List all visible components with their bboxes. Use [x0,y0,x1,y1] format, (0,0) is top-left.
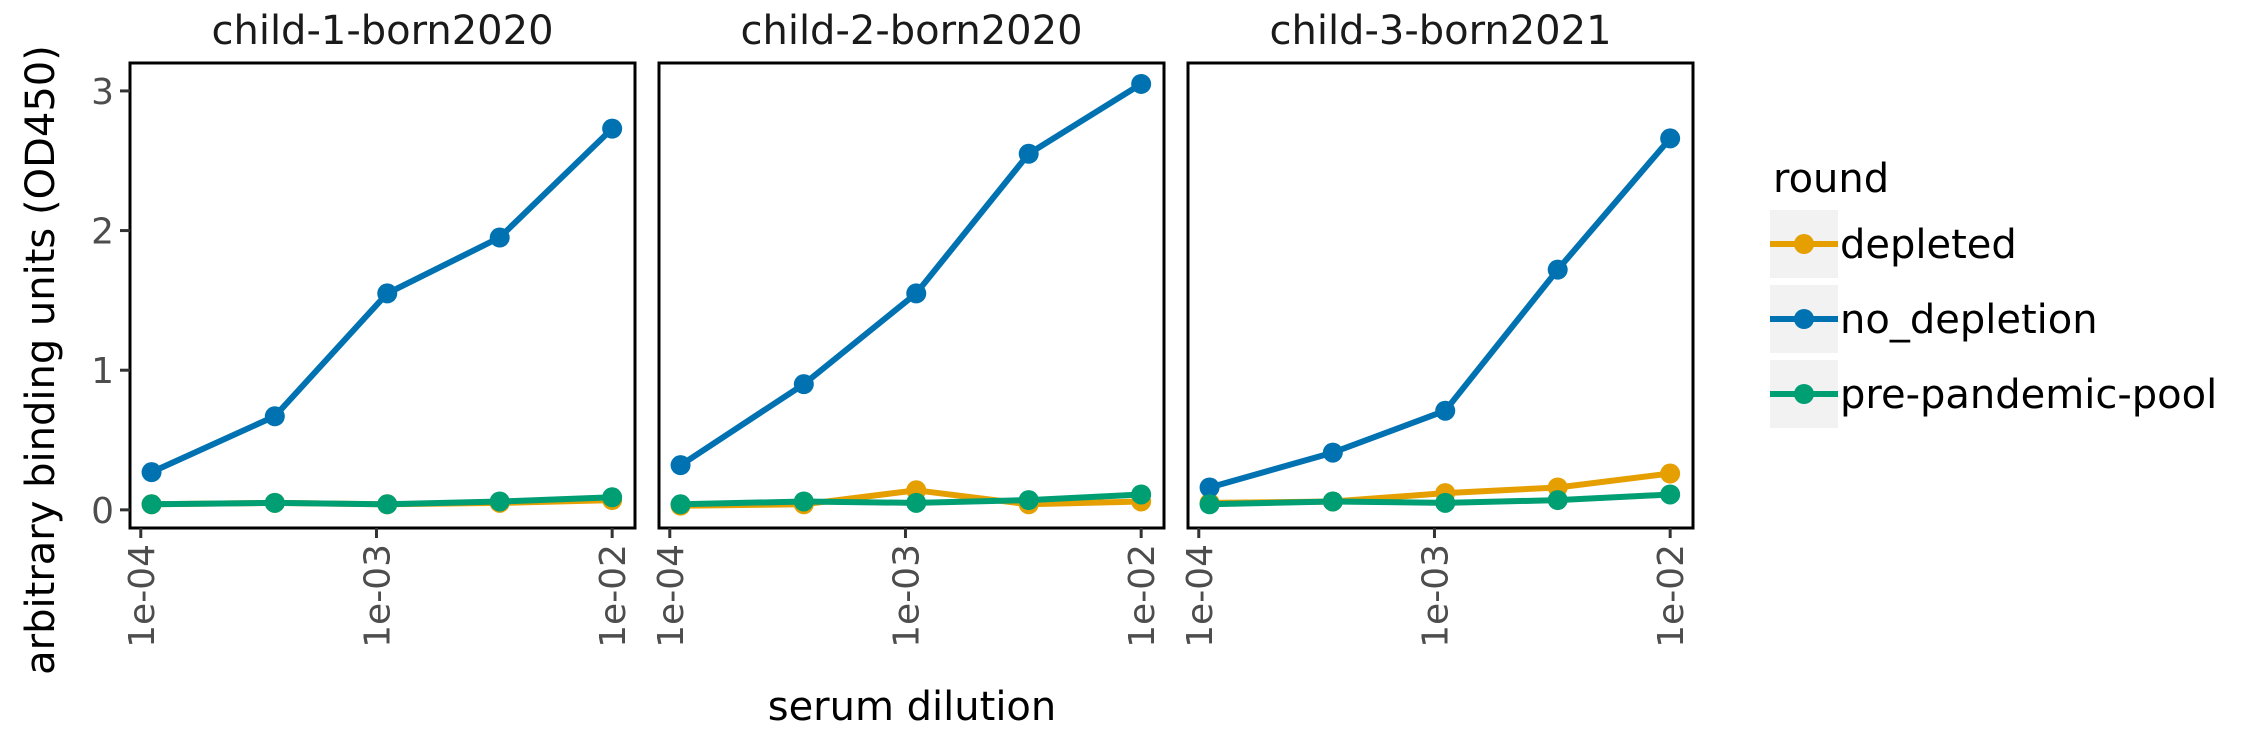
x-tick-label: 1e-03 [1415,544,1456,648]
x-tick-label: 1e-04 [122,544,163,648]
data-point-no_depletion [670,455,691,476]
data-point-no_depletion [264,406,285,427]
y-tick-label: 0 [91,491,114,532]
data-point-pre-pandemic-pool [602,487,623,508]
legend-key-point [1794,309,1814,329]
x-tick-label: 1e-02 [593,544,634,648]
data-point-pre-pandemic-pool [377,494,398,515]
data-point-no_depletion [141,462,162,483]
data-point-no_depletion [1322,442,1343,463]
data-point-no_depletion [1018,143,1039,164]
y-tick-label: 3 [91,72,114,113]
x-tick-label: 1e-02 [1122,544,1163,648]
data-point-no_depletion [489,227,510,248]
x-tick-label: 1e-04 [1180,544,1221,648]
data-point-no_depletion [1199,477,1220,498]
panel-2: child-2-born2020 1e-04 1e-03 1e-02 [651,8,1166,648]
data-point-no_depletion [906,283,927,304]
data-point-pre-pandemic-pool [1547,490,1568,511]
data-point-pre-pandemic-pool [1660,484,1681,505]
data-point-no_depletion [1131,73,1152,94]
data-point-pre-pandemic-pool [1435,492,1456,513]
legend-entry-label: no_depletion [1840,297,2098,343]
data-point-depleted [1660,463,1681,484]
data-point-pre-pandemic-pool [906,492,927,513]
data-point-pre-pandemic-pool [1018,490,1039,511]
data-point-pre-pandemic-pool [670,494,691,515]
data-point-pre-pandemic-pool [489,491,510,512]
x-tick-label: 1e-04 [651,544,692,648]
facet-title: child-3-born2021 [1269,8,1611,54]
legend-key-point [1794,234,1814,254]
data-point-no_depletion [1660,128,1681,149]
legend-title: round [1773,156,1889,202]
x-axis-label: serum dilution [768,684,1057,730]
data-point-no_depletion [1547,259,1568,280]
x-tick-label: 1e-03 [886,544,927,648]
data-point-pre-pandemic-pool [1322,491,1343,512]
y-axis-label: arbitrary binding units (OD450) [18,45,64,675]
data-point-pre-pandemic-pool [1199,494,1220,515]
facet-title: child-1-born2020 [211,8,553,54]
x-tick-label: 1e-02 [1651,544,1692,648]
facet-title: child-2-born2020 [740,8,1082,54]
data-point-no_depletion [1435,400,1456,421]
legend-key-point [1794,384,1814,404]
data-point-pre-pandemic-pool [1131,484,1152,505]
legend-entry-label: depleted [1840,222,2017,268]
legend: round depleted no_depletion pre-pandemic-p… [1770,156,2217,428]
x-tick-label: 1e-03 [357,544,398,648]
y-tick-label: 2 [91,212,114,253]
data-point-no_depletion [602,118,623,139]
panel-1: child-1-born2020 1e-04 1e-03 1e-02 0 1 2 3 [91,8,637,648]
panel-3: child-3-born2021 1e-04 1e-03 1e-02 [1180,8,1695,648]
panel-border [1186,61,1695,530]
data-point-pre-pandemic-pool [793,491,814,512]
data-point-no_depletion [377,283,398,304]
data-point-pre-pandemic-pool [141,494,162,515]
data-point-pre-pandemic-pool [264,492,285,513]
y-tick-label: 1 [91,351,114,392]
data-point-no_depletion [793,374,814,395]
legend-entry-label: pre-pandemic-pool [1840,372,2217,418]
